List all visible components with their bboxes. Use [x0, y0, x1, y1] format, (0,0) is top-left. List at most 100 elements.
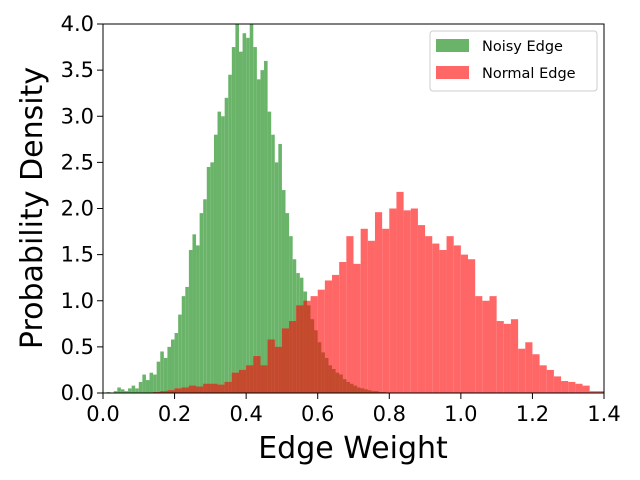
- x-tick-label: 0.0: [86, 402, 119, 426]
- overlap-bar: [332, 369, 336, 393]
- overlap-bar: [292, 321, 297, 393]
- normal-edge-bar: [482, 300, 490, 393]
- x-axis-label: Edge Weight: [258, 431, 448, 466]
- overlap-bar: [196, 386, 200, 393]
- overlap-bar: [249, 365, 254, 393]
- normal-edge-bar: [346, 236, 354, 393]
- overlap-bar: [260, 365, 265, 393]
- normal-edge-bar: [425, 236, 433, 393]
- noisy-edge-bar: [138, 381, 143, 393]
- overlap-bar: [339, 374, 343, 393]
- x-tick-label: 0.2: [158, 402, 191, 426]
- overlap-bar: [170, 390, 175, 393]
- noisy-edge-bar: [289, 236, 293, 393]
- normal-edge-bar: [589, 391, 597, 393]
- overlap-bar: [346, 381, 350, 393]
- noisy-edge-bar: [213, 134, 218, 393]
- noisy-edge-bar: [142, 374, 146, 393]
- overlap-bar: [238, 369, 243, 393]
- overlap-bar: [199, 386, 204, 393]
- normal-edge-bar: [518, 348, 526, 393]
- noisy-edge-bar: [199, 213, 204, 393]
- legend: Noisy Edge Normal Edge: [429, 30, 598, 92]
- overlap-bar: [281, 328, 286, 393]
- overlap-bar: [181, 387, 186, 393]
- noisy-edge-bar: [242, 33, 247, 393]
- overlap-bar: [213, 383, 218, 393]
- normal-edge-bar: [439, 250, 447, 393]
- noisy-edge-bar: [163, 357, 168, 393]
- overlap-bar: [303, 300, 307, 393]
- overlap-bar: [163, 391, 168, 393]
- overlap-bar: [371, 391, 375, 393]
- x-tick-label: 0.8: [373, 402, 406, 426]
- noisy-edge-bar: [203, 199, 207, 393]
- normal-edge-bar: [546, 369, 554, 393]
- normal-edge-bar: [553, 376, 562, 393]
- noisy-edge-bar: [117, 387, 121, 393]
- noisy-edge-bar: [238, 51, 243, 394]
- noisy-edge-bar: [285, 213, 290, 393]
- overlap-bar: [367, 390, 372, 393]
- overlap-bar: [267, 339, 272, 393]
- normal-edge-bar: [575, 383, 583, 393]
- noisy-edge-bar: [256, 79, 261, 393]
- overlap-bar: [285, 328, 290, 393]
- noisy-edge-bar: [192, 234, 197, 393]
- overlap-bar: [167, 390, 171, 393]
- normal-edge-bar: [317, 289, 325, 393]
- noisy-edge-bar: [174, 333, 179, 393]
- noisy-edge-bar: [185, 286, 189, 393]
- overlap-bar: [317, 342, 322, 393]
- overlap-bar: [342, 379, 347, 393]
- legend-label-noisy-edge: Noisy Edge: [482, 39, 563, 55]
- noisy-edge-bar: [167, 346, 171, 393]
- normal-edge-bar: [475, 296, 483, 393]
- normal-edge-bar: [389, 208, 397, 393]
- noisy-edge-bar: [196, 245, 200, 393]
- noisy-edge-bar: [160, 351, 164, 393]
- noisy-edge-bar: [228, 74, 232, 394]
- overlap-bar: [210, 383, 214, 393]
- overlap-bar: [357, 387, 361, 393]
- normal-edge-bar: [353, 263, 361, 393]
- normal-edge-bar: [374, 212, 383, 393]
- overlap-bar: [242, 369, 247, 393]
- x-tick-label: 1.0: [444, 402, 477, 426]
- legend-swatch-noisy-edge: [436, 39, 469, 52]
- normal-edge-bar: [525, 342, 533, 393]
- normal-edge-bar: [432, 243, 440, 393]
- noisy-edge-bar: [153, 374, 157, 393]
- x-tick-label: 1.2: [516, 402, 549, 426]
- overlap-bar: [310, 319, 315, 393]
- noisy-edge-bar: [128, 388, 132, 393]
- overlap-bar: [274, 346, 279, 393]
- overlap-bar: [353, 385, 358, 393]
- noisy-edge-bar: [131, 385, 136, 393]
- x-tick-label: 0.6: [301, 402, 334, 426]
- overlap-bar: [324, 357, 329, 393]
- noisy-edge-bar: [253, 47, 257, 393]
- x-axis-ticks: 0.0 0.2 0.4 0.6 0.8 1.0 1.2 1.4: [86, 393, 621, 426]
- overlap-bar: [264, 365, 268, 393]
- legend-swatch-normal-edge: [436, 66, 469, 79]
- overlap-bar: [314, 330, 318, 393]
- normal-edge-bar: [382, 228, 390, 393]
- normal-edge-bar: [460, 254, 469, 393]
- noisy-edge-bar: [156, 361, 161, 393]
- overlap-bar: [235, 372, 239, 393]
- overlap-bar: [160, 391, 164, 393]
- noisy-edge-bar: [149, 372, 154, 393]
- normal-edge-bar: [510, 319, 519, 393]
- noisy-edge-bar: [210, 162, 214, 393]
- noisy-edge-bar: [178, 314, 182, 393]
- noisy-edge-bar: [120, 389, 125, 393]
- noisy-edge-bar: [274, 162, 279, 393]
- overlap-bar: [221, 384, 225, 393]
- overlap-bar: [174, 388, 179, 393]
- noisy-edge-bar: [260, 70, 265, 393]
- normal-edge-bar: [503, 323, 511, 393]
- overlap-bar: [203, 383, 207, 393]
- normal-edge-bar: [396, 191, 404, 393]
- noisy-edge-bar: [113, 391, 118, 393]
